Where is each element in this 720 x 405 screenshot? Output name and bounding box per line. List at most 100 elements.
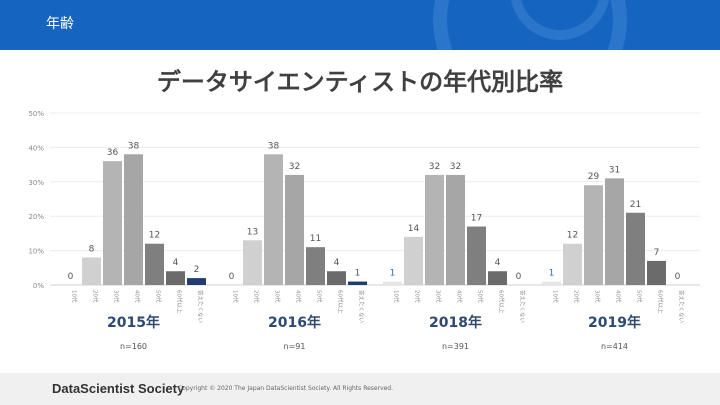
data-label: 14 <box>408 224 420 234</box>
data-label: 17 <box>471 214 482 224</box>
bar-chart: 0%10%20%30%40%50%010代820代3630代3840代1250代… <box>28 110 700 351</box>
x-tick-label: 30代 <box>435 290 443 303</box>
data-label: 4 <box>495 258 501 268</box>
x-tick-label: 20代 <box>573 290 581 303</box>
bar <box>488 271 507 285</box>
data-label: 0 <box>516 272 522 282</box>
data-label: 12 <box>567 231 578 241</box>
x-tick-label: 50代 <box>477 290 485 303</box>
data-label: 0 <box>68 272 74 282</box>
copyright: Copyright © 2020 The Japan DataScientist… <box>178 385 394 392</box>
data-label: 1 <box>355 269 361 279</box>
bar <box>647 260 666 285</box>
bar <box>446 174 465 285</box>
x-tick-label: 20代 <box>253 290 261 303</box>
data-label: 1 <box>549 269 555 279</box>
sample-size: n=160 <box>120 342 147 351</box>
x-tick-label: 答えたくない <box>197 290 205 324</box>
data-label: 38 <box>268 141 280 151</box>
x-tick-label: 答えたくない <box>358 290 366 324</box>
x-tick-label: 50代 <box>316 290 324 303</box>
x-tick-label: 50代 <box>155 290 163 303</box>
bar <box>626 212 645 285</box>
group-label: 2018年 <box>429 314 482 331</box>
data-label: 12 <box>149 231 160 241</box>
bar <box>243 240 262 285</box>
data-label: 32 <box>289 162 300 172</box>
x-tick-label: 20代 <box>92 290 100 303</box>
x-tick-label: 60代以上 <box>498 290 506 314</box>
x-tick-label: 20代 <box>414 290 422 303</box>
y-tick-label: 20% <box>28 213 44 221</box>
x-tick-label: 10代 <box>71 290 79 303</box>
x-tick-label: 60代以上 <box>337 290 345 314</box>
y-tick-label: 0% <box>33 282 44 290</box>
bar <box>327 271 346 285</box>
bar <box>605 178 624 285</box>
x-tick-label: 40代 <box>615 290 623 303</box>
x-tick-label: 40代 <box>134 290 142 303</box>
x-tick-label: 10代 <box>393 290 401 303</box>
x-tick-label: 30代 <box>113 290 121 303</box>
data-label: 7 <box>654 248 660 258</box>
y-tick-label: 30% <box>28 179 44 187</box>
data-label: 4 <box>173 258 179 268</box>
x-tick-label: 60代以上 <box>657 290 665 314</box>
bar <box>103 161 122 285</box>
group-label: 2019年 <box>588 314 641 331</box>
x-tick-label: 30代 <box>274 290 282 303</box>
data-label: 32 <box>450 162 461 172</box>
bar <box>563 243 582 285</box>
data-label: 0 <box>675 272 681 282</box>
data-label: 21 <box>630 200 641 210</box>
bar <box>166 271 185 285</box>
group-label: 2016年 <box>268 314 321 331</box>
x-tick-label: 10代 <box>552 290 560 303</box>
data-label: 0 <box>229 272 235 282</box>
sample-size: n=414 <box>601 342 628 351</box>
group-label: 2015年 <box>107 314 160 331</box>
bar <box>584 185 603 285</box>
bar <box>467 226 486 285</box>
data-label: 4 <box>334 258 340 268</box>
x-tick-label: 10代 <box>232 290 240 303</box>
data-label: 1 <box>390 269 396 279</box>
y-tick-label: 40% <box>28 144 44 152</box>
sample-size: n=391 <box>442 342 469 351</box>
sample-size: n=91 <box>284 342 306 351</box>
data-label: 38 <box>128 141 140 151</box>
bar <box>145 243 164 285</box>
bar <box>124 154 143 285</box>
x-tick-label: 60代以上 <box>176 290 184 314</box>
chart-title: データサイエンティストの年代別比率 <box>156 68 564 96</box>
bar <box>542 281 561 285</box>
data-label: 13 <box>247 227 258 237</box>
x-tick-label: 答えたくない <box>519 290 527 324</box>
bar <box>425 174 444 285</box>
x-tick-label: 40代 <box>456 290 464 303</box>
data-label: 36 <box>107 148 119 158</box>
bar <box>187 278 206 285</box>
bar <box>264 154 283 285</box>
data-label: 29 <box>588 172 600 182</box>
data-label: 31 <box>609 165 620 175</box>
y-tick-label: 50% <box>28 110 44 118</box>
bar <box>348 281 367 285</box>
x-tick-label: 30代 <box>594 290 602 303</box>
x-tick-label: 答えたくない <box>678 290 686 324</box>
bar <box>306 247 325 285</box>
y-tick-label: 10% <box>28 248 44 256</box>
footer: DataScientist Society Copyright © 2020 T… <box>0 373 720 405</box>
bar <box>383 281 402 285</box>
header-bar: 年齢 <box>0 0 720 50</box>
data-label: 2 <box>194 265 200 275</box>
data-label: 11 <box>310 234 321 244</box>
bar <box>285 174 304 285</box>
bar <box>404 236 423 285</box>
x-tick-label: 40代 <box>295 290 303 303</box>
footer-brand: DataScientist Society <box>52 381 185 396</box>
x-tick-label: 50代 <box>636 290 644 303</box>
data-label: 32 <box>429 162 440 172</box>
globe-decoration-icon <box>433 0 627 50</box>
data-label: 8 <box>89 244 95 254</box>
